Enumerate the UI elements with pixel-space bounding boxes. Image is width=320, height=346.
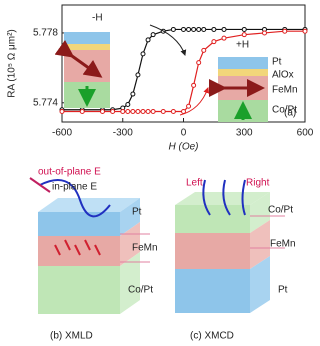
data-point — [241, 26, 247, 32]
data-point — [125, 102, 131, 108]
data-point — [145, 109, 151, 115]
data-point — [211, 26, 217, 32]
data-point — [140, 109, 146, 115]
x-tick-label: 0 — [181, 128, 187, 139]
data-point — [130, 109, 136, 115]
data-point — [120, 109, 126, 115]
data-point — [186, 103, 192, 109]
layer-label: FeMn — [270, 239, 296, 250]
data-point — [135, 72, 141, 78]
data-point — [186, 26, 192, 32]
data-point — [181, 26, 186, 32]
right-stack — [209, 57, 268, 122]
data-point — [241, 32, 247, 38]
data-point — [110, 109, 116, 115]
data-point — [170, 109, 176, 115]
chart: -600 -300 0 300 600 5.774 5.778 H (Oe) RA (10⁵ Ω… — [7, 4, 314, 153]
y-tick-label: 5.778 — [33, 28, 58, 39]
data-point — [196, 60, 202, 66]
data-point — [262, 30, 267, 36]
data-point — [145, 37, 151, 43]
label: +H — [236, 40, 249, 51]
layer-label: Co/Pt — [268, 205, 293, 216]
layer-label: Pt — [132, 207, 142, 218]
data-point — [221, 26, 227, 32]
data-point — [125, 109, 131, 115]
data-point — [221, 35, 227, 41]
layer-label: Co/Pt — [272, 105, 297, 116]
x-tick-label: -300 — [113, 128, 133, 139]
data-point — [150, 109, 156, 115]
data-point — [135, 109, 141, 115]
data-point — [100, 109, 105, 115]
y-tick-label: 5.774 — [33, 97, 58, 108]
caption: (c) XMCD — [190, 331, 234, 342]
data-point — [140, 51, 146, 57]
data-point — [191, 82, 197, 88]
x-tick-label: 300 — [236, 128, 253, 139]
x-tick-label: 600 — [297, 128, 314, 139]
layer-label: Pt — [278, 285, 288, 296]
label: out-of-plane E — [38, 167, 101, 178]
panel-b-stack — [29, 177, 150, 314]
layer-label: Pt — [272, 57, 282, 68]
caption: (b) XMLD — [50, 331, 93, 342]
data-point — [150, 32, 156, 38]
data-point — [211, 39, 217, 45]
label: Left — [186, 178, 203, 189]
data-point — [191, 26, 197, 32]
data-point — [130, 91, 136, 97]
data-point — [201, 26, 207, 32]
panel-c-stack — [175, 179, 285, 313]
left-stack — [54, 32, 110, 108]
x-tick-label: -600 — [52, 128, 72, 139]
label: in-plane E — [52, 182, 97, 193]
data-point — [59, 109, 65, 115]
layer-label: FeMn — [132, 243, 158, 254]
y-axis-label: RA (10⁵ Ω μm²) — [7, 29, 18, 98]
layer-label: AlOx — [272, 70, 294, 81]
layer-label: Co/Pt — [128, 285, 153, 296]
sweep-arrow — [179, 87, 210, 116]
label: Right — [246, 178, 270, 189]
data-point — [302, 28, 308, 34]
data-point — [201, 47, 207, 53]
label: -H — [92, 13, 103, 24]
data-point — [170, 26, 176, 32]
data-point — [160, 109, 166, 115]
sweep-arrow — [149, 24, 187, 56]
label: (a) — [284, 108, 296, 119]
layer-label: FeMn — [272, 85, 298, 96]
data-point — [196, 26, 202, 32]
data-point — [79, 109, 85, 115]
data-point — [282, 28, 288, 34]
x-axis-label: H (Oe) — [169, 142, 199, 153]
